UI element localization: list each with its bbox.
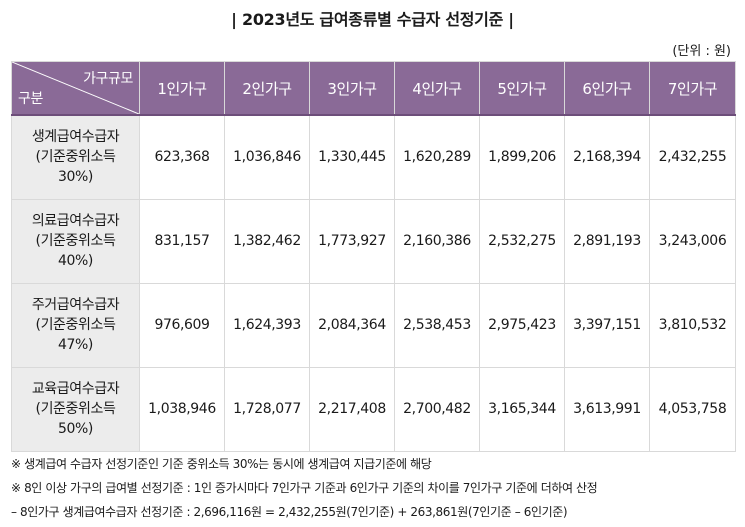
- table-cell: 1,899,206: [479, 114, 565, 200]
- table-row: 교육급여수급자 (기준중위소득 50%) 1,038,946 1,728,077…: [11, 366, 736, 452]
- corner-header-cell: 가구규모 구분: [11, 61, 140, 116]
- row-label-line: 주거급여수급자: [31, 297, 120, 313]
- column-header: 5인가구: [479, 61, 565, 116]
- table-cell: 2,432,255: [649, 114, 736, 200]
- table-cell: 2,168,394: [564, 114, 650, 200]
- table-cell: 1,773,927: [309, 198, 395, 284]
- table-cell: 2,891,193: [564, 198, 650, 284]
- criteria-table: 가구규모 구분 1인가구 2인가구 3인가구 4인가구 5인가구 6인가구 7인…: [11, 61, 736, 452]
- table-cell: 3,397,151: [564, 282, 650, 368]
- table-cell: 1,038,946: [139, 366, 225, 452]
- table-cell: 2,217,408: [309, 366, 395, 452]
- table-cell: 2,700,482: [394, 366, 480, 452]
- row-label-line: 교육급여수급자: [31, 381, 120, 397]
- column-header: 2인가구: [224, 61, 310, 116]
- table-cell: 2,532,275: [479, 198, 565, 284]
- row-label-line: 30%): [58, 169, 93, 186]
- footnote: ※ 생계급여 수급자 선정기준인 기준 중위소득 30%는 동시에 생계급여 지…: [11, 457, 432, 471]
- row-label-line: 40%): [58, 253, 93, 269]
- unit-label: (단위 : 원): [672, 44, 731, 59]
- table-row: 생계급여수급자 (기준중위소득 30%) 623,368 1,036,846 1…: [11, 114, 736, 200]
- table-cell: 623,368: [139, 114, 225, 200]
- column-header: 7인가구: [649, 61, 736, 116]
- table-cell: 2,538,453: [394, 282, 480, 368]
- table-cell: 976,609: [139, 282, 225, 368]
- row-label-line: (기준중위소득: [35, 317, 116, 333]
- table-cell: 831,157: [139, 198, 225, 284]
- header-row: 가구규모 구분 1인가구 2인가구 3인가구 4인가구 5인가구 6인가구 7인…: [11, 61, 736, 116]
- table-cell: 3,810,532: [649, 282, 736, 368]
- row-label-line: (기준중위소득: [35, 149, 116, 166]
- table-cell: 1,036,846: [224, 114, 310, 200]
- table-cell: 1,624,393: [224, 282, 310, 368]
- diagonal-divider: [12, 62, 139, 114]
- corner-category-label: 구분: [18, 91, 43, 107]
- table-cell: 3,613,991: [564, 366, 650, 452]
- column-header: 3인가구: [309, 61, 395, 116]
- table-cell: 1,330,445: [309, 114, 395, 200]
- table-row: 주거급여수급자 (기준중위소득 47%) 976,609 1,624,393 2…: [11, 282, 736, 368]
- column-header: 4인가구: [394, 61, 480, 116]
- table-cell: 3,165,344: [479, 366, 565, 452]
- table-row: 의료급여수급자 (기준중위소득 40%) 831,157 1,382,462 1…: [11, 198, 736, 284]
- corner-household-size-label: 가구규모: [83, 71, 133, 87]
- row-label-line: 생계급여수급자: [31, 129, 120, 146]
- row-header-medical: 의료급여수급자 (기준중위소득 40%): [11, 198, 140, 284]
- table-cell: 1,620,289: [394, 114, 480, 200]
- row-label-line: 50%): [58, 421, 93, 437]
- row-label-line: 47%): [58, 337, 93, 353]
- column-header: 1인가구: [139, 61, 225, 116]
- table-cell: 3,243,006: [649, 198, 736, 284]
- page-title: | 2023년도 급여종류별 수급자 선정기준 |: [231, 10, 514, 29]
- row-label-line: 의료급여수급자: [31, 213, 120, 229]
- column-header: 6인가구: [564, 61, 650, 116]
- table-cell: 2,084,364: [309, 282, 395, 368]
- table-cell: 1,382,462: [224, 198, 310, 284]
- table-cell: 2,160,386: [394, 198, 480, 284]
- footnotes: ※ 생계급여 수급자 선정기준인 기준 중위소득 30%는 동시에 생계급여 지…: [11, 452, 741, 524]
- row-header-housing: 주거급여수급자 (기준중위소득 47%): [11, 282, 140, 368]
- table-cell: 1,728,077: [224, 366, 310, 452]
- footnote: ※ 8인 이상 가구의 급여별 선정기준 : 1인 증가시마다 7인가구 기준과…: [11, 481, 598, 495]
- row-label-line: (기준중위소득: [35, 233, 116, 249]
- footnote: – 8인가구 생계급여수급자 선정기준 : 2,696,116원 = 2,432…: [11, 505, 568, 519]
- row-header-education: 교육급여수급자 (기준중위소득 50%): [11, 366, 140, 452]
- table-cell: 4,053,758: [649, 366, 736, 452]
- row-label-line: (기준중위소득: [35, 401, 116, 417]
- table-cell: 2,975,423: [479, 282, 565, 368]
- row-header-livelihood: 생계급여수급자 (기준중위소득 30%): [11, 114, 140, 200]
